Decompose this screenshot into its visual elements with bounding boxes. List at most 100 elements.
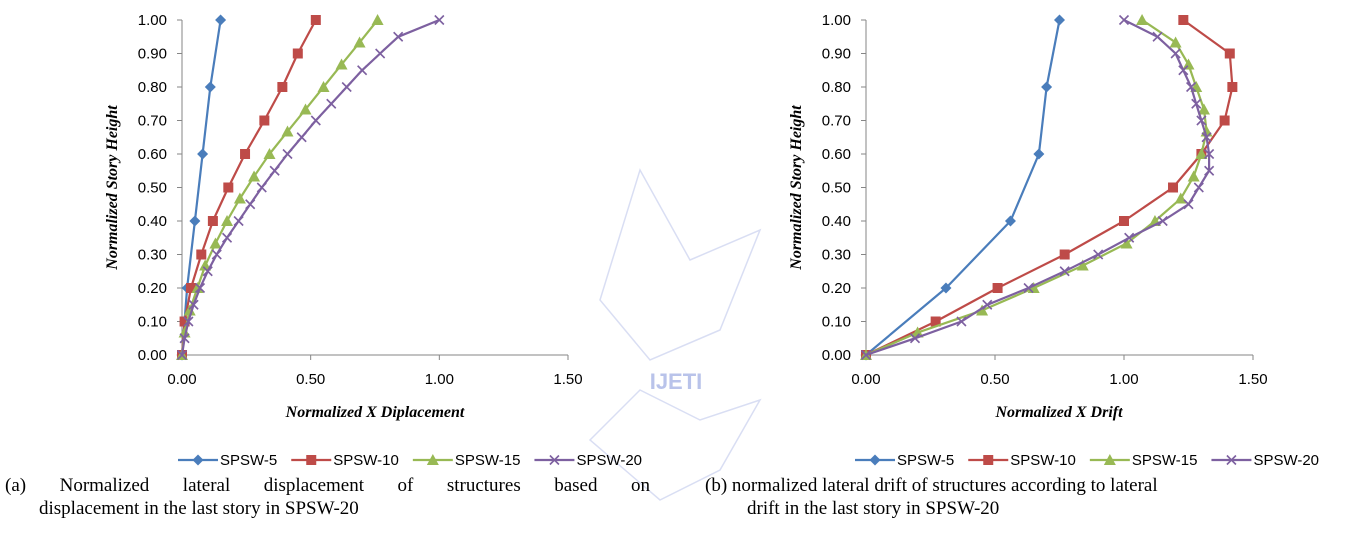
- data-point: [211, 249, 222, 260]
- x-tick-label: 1.50: [553, 371, 582, 388]
- data-point: [1152, 31, 1163, 42]
- data-point: [245, 199, 256, 210]
- data-point: [194, 282, 206, 294]
- series-line: [865, 19, 1211, 357]
- data-point: [1041, 81, 1053, 93]
- watermark-text: IJETI: [650, 369, 703, 394]
- y-tick-label: 0.40: [138, 213, 167, 230]
- legend-item-spsw-10: SPSW-10: [291, 452, 399, 469]
- data-point: [310, 115, 321, 126]
- y-tick-label: 0.40: [822, 213, 851, 230]
- caption-b: (b) normalized lateral drift of structur…: [705, 474, 1345, 520]
- data-point: [1054, 14, 1065, 26]
- data-point: [1193, 182, 1204, 193]
- data-point: [1227, 82, 1238, 92]
- legend-item-spsw-20: SPSW-20: [534, 452, 642, 469]
- x-tick-label: 1.00: [425, 371, 454, 388]
- data-point: [976, 304, 989, 316]
- data-point: [930, 316, 941, 327]
- data-point: [1183, 199, 1194, 210]
- data-point: [1118, 14, 1130, 26]
- data-point: [992, 283, 1003, 293]
- data-point: [221, 232, 233, 243]
- legend: SPSW-5 SPSW-10 SPSW-15 SPSW-20: [855, 452, 1319, 469]
- legend-item-spsw-15: SPSW-15: [1089, 452, 1197, 469]
- data-point: [426, 454, 439, 465]
- data-point: [1093, 249, 1104, 260]
- y-tick-label: 0.80: [138, 79, 167, 96]
- y-tick-label: 0.70: [138, 113, 167, 130]
- data-point: [204, 81, 216, 93]
- x-tick-label: 0.00: [167, 371, 196, 388]
- series-line: [865, 19, 1061, 356]
- watermark-shape: [599, 168, 762, 361]
- series-line: [180, 18, 440, 356]
- data-point: [1120, 237, 1133, 249]
- data-point: [1174, 192, 1187, 204]
- data-point: [1191, 98, 1202, 109]
- x-axis-title: Normalized X Diplacement: [285, 404, 465, 421]
- watermark-shape: [588, 389, 762, 501]
- data-point: [269, 165, 280, 176]
- data-point: [393, 31, 404, 42]
- data-point: [1204, 148, 1215, 160]
- data-point: [956, 316, 967, 327]
- x-tick-label: 1.50: [1238, 371, 1267, 388]
- series-spsw-5: [860, 14, 1065, 361]
- data-point: [1168, 182, 1179, 193]
- y-tick-label: 0.70: [822, 113, 851, 130]
- data-point: [341, 81, 352, 93]
- data-point: [189, 215, 201, 227]
- legend-label: SPSW-5: [897, 452, 954, 469]
- legend-item-spsw-5: SPSW-5: [855, 452, 954, 469]
- legend-label: SPSW-10: [333, 452, 399, 469]
- x-tick-label: 1.00: [1109, 371, 1138, 388]
- data-point: [1119, 216, 1129, 226]
- series-spsw-10: [177, 15, 321, 360]
- x-tick-label: 0.00: [851, 371, 880, 388]
- data-point: [263, 148, 276, 159]
- data-point: [188, 299, 199, 310]
- data-point: [277, 82, 288, 92]
- data-point: [982, 299, 993, 310]
- series-line: [180, 19, 222, 356]
- series-line: [865, 19, 1208, 357]
- caption-a-line1: (a) Normalized lateral displacement of s…: [5, 475, 650, 496]
- y-tick-label: 0.10: [822, 314, 851, 331]
- chart-b: 0.00 0.10 0.20 0.30 0.40 0.50 0.60 0.70 0.80 0.90…: [788, 12, 1319, 469]
- data-point: [282, 148, 293, 160]
- data-point: [549, 454, 560, 466]
- data-point: [1178, 15, 1189, 25]
- y-tick-label: 1.00: [138, 12, 167, 29]
- data-point: [233, 192, 246, 204]
- y-tick-label: 0.60: [822, 146, 851, 163]
- data-point: [281, 125, 294, 137]
- data-point: [1059, 266, 1070, 277]
- data-point: [869, 454, 881, 466]
- y-tick-label: 0.50: [138, 180, 167, 197]
- data-point: [335, 58, 348, 70]
- data-point: [1196, 115, 1207, 126]
- y-tick-label: 0.90: [138, 46, 167, 63]
- data-point: [240, 149, 251, 159]
- legend-label: SPSW-5: [220, 452, 277, 469]
- data-point: [296, 132, 307, 143]
- data-point: [221, 215, 234, 226]
- series-spsw-15: [176, 14, 384, 360]
- data-point: [183, 304, 196, 316]
- y-tick-label: 0.60: [138, 146, 167, 163]
- series-spsw-20: [860, 14, 1215, 361]
- data-point: [1136, 14, 1149, 25]
- series-spsw-15: [860, 14, 1213, 360]
- data-point: [1157, 215, 1168, 227]
- legend-item-spsw-5: SPSW-5: [178, 452, 277, 469]
- data-point: [179, 316, 190, 327]
- y-axis-title: Normalized Story Height: [104, 105, 121, 271]
- data-point: [860, 349, 872, 361]
- legend-label: SPSW-20: [576, 452, 642, 469]
- data-point: [1023, 282, 1034, 294]
- series-line: [180, 19, 317, 356]
- data-point: [1059, 249, 1070, 260]
- data-point: [940, 282, 952, 294]
- data-point: [202, 266, 213, 277]
